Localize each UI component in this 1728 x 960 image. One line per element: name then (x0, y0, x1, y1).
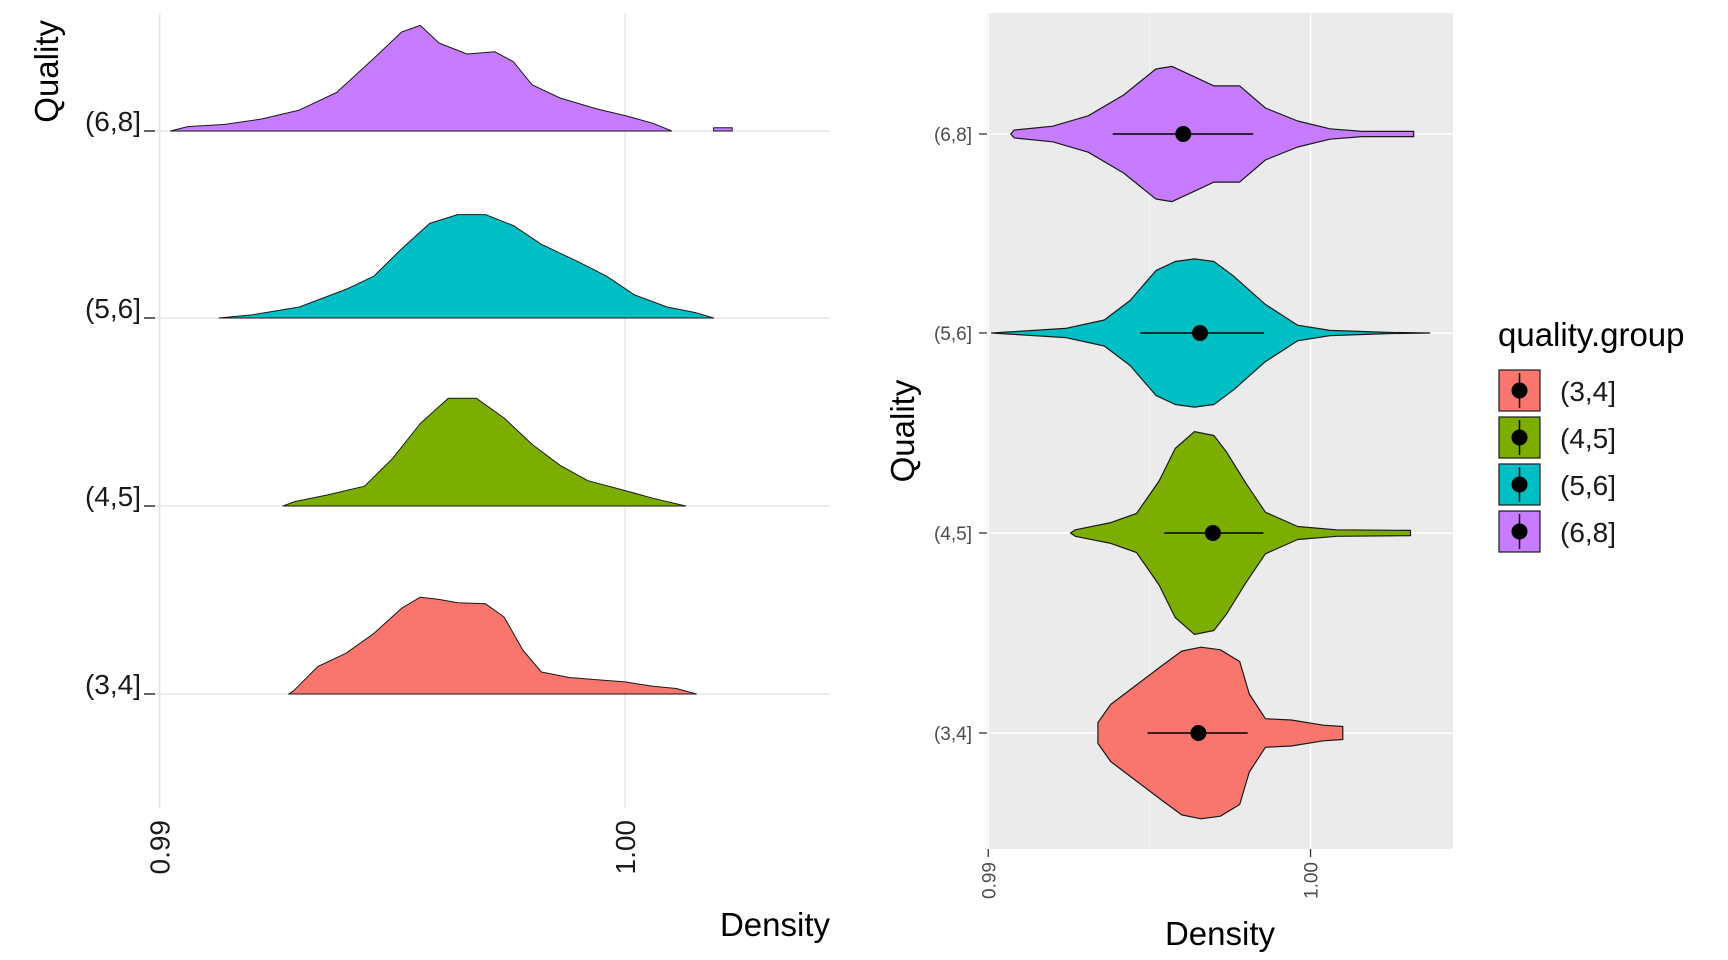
violin-y-tick-6-8: (6,8] (934, 125, 972, 146)
violin-mean-4-5 (1204, 525, 1221, 541)
ridgeline-x-tick-0.99: 0.99 (145, 820, 176, 875)
legend-label-6-8: (6,8] (1560, 517, 1616, 548)
legend-item-6-8: (6,8] (1498, 510, 1616, 553)
legend-items: (3,4] (4,5] (5,6] (6,8] (1498, 369, 1616, 553)
violin-y-tick-labels: (3,4] (4,5] (5,6] (6,8] (934, 125, 987, 745)
ridgeline-y-tick-5-6: (5,6] (85, 293, 141, 324)
violin-x-tick-0.99: 0.99 (979, 862, 1000, 899)
violin-mean-markers (1112, 126, 1265, 741)
legend-title: quality.group (1498, 316, 1685, 353)
legend-key-dot-3-4 (1511, 382, 1528, 399)
ridgeline-y-tick-4-5: (4,5] (85, 481, 141, 512)
violin-x-tick-labels: 0.99 1.00 (979, 849, 1323, 899)
violin-mean-3-4 (1190, 725, 1207, 741)
violin-y-tick-5-6: (5,6] (934, 324, 972, 345)
legend-key-dot-5-6 (1511, 476, 1528, 493)
violin-mean-5-6 (1192, 325, 1209, 341)
ridgeline-y-tick-3-4: (3,4] (85, 669, 141, 700)
ridge-5-6 (218, 214, 715, 319)
ridge-4-5 (282, 397, 687, 507)
ridge-3-4 (288, 596, 697, 695)
legend-item-4-5: (4,5] (1498, 416, 1616, 459)
violin-mean-6-8 (1175, 126, 1192, 142)
ridge-6-8 (169, 24, 673, 132)
ridgeline-y-tick-labels: (3,4] (4,5] (5,6] (6,8] (85, 106, 155, 700)
ridge-tail-6-8 (713, 127, 733, 132)
ridgeline-x-tick-labels: 0.99 1.00 (145, 820, 642, 875)
legend: quality.group (3,4] (4,5] (5,6] (6,8] (1498, 316, 1685, 553)
violin-x-tick-1.00: 1.00 (1302, 862, 1323, 899)
violin-y-axis-title: Quality (884, 379, 921, 482)
legend-key-dot-6-8 (1511, 523, 1528, 540)
ridgeline-ridges (169, 24, 733, 695)
legend-key-dot-4-5 (1511, 429, 1528, 446)
violin-panel: (3,4] (4,5] (5,6] (6,8] 0.99 1.00 Density Qu… (884, 13, 1453, 952)
violin-y-tick-4-5: (4,5] (934, 524, 972, 545)
legend-item-5-6: (5,6] (1498, 463, 1616, 506)
ridgeline-y-tick-6-8: (6,8] (85, 106, 141, 137)
legend-label-3-4: (3,4] (1560, 376, 1616, 407)
legend-label-5-6: (5,6] (1560, 470, 1616, 501)
ridgeline-panel: (3,4] (4,5] (5,6] (6,8] 0.99 1.00 Density Qu… (28, 13, 830, 943)
ridgeline-x-tick-1.00: 1.00 (610, 820, 641, 875)
ridgeline-y-axis-title: Quality (28, 20, 65, 123)
legend-item-3-4: (3,4] (1498, 369, 1616, 412)
violin-x-axis-title: Density (1165, 915, 1276, 952)
ridgeline-x-axis-title: Density (720, 906, 831, 943)
legend-label-4-5: (4,5] (1560, 423, 1616, 454)
violin-y-tick-3-4: (3,4] (934, 724, 972, 745)
